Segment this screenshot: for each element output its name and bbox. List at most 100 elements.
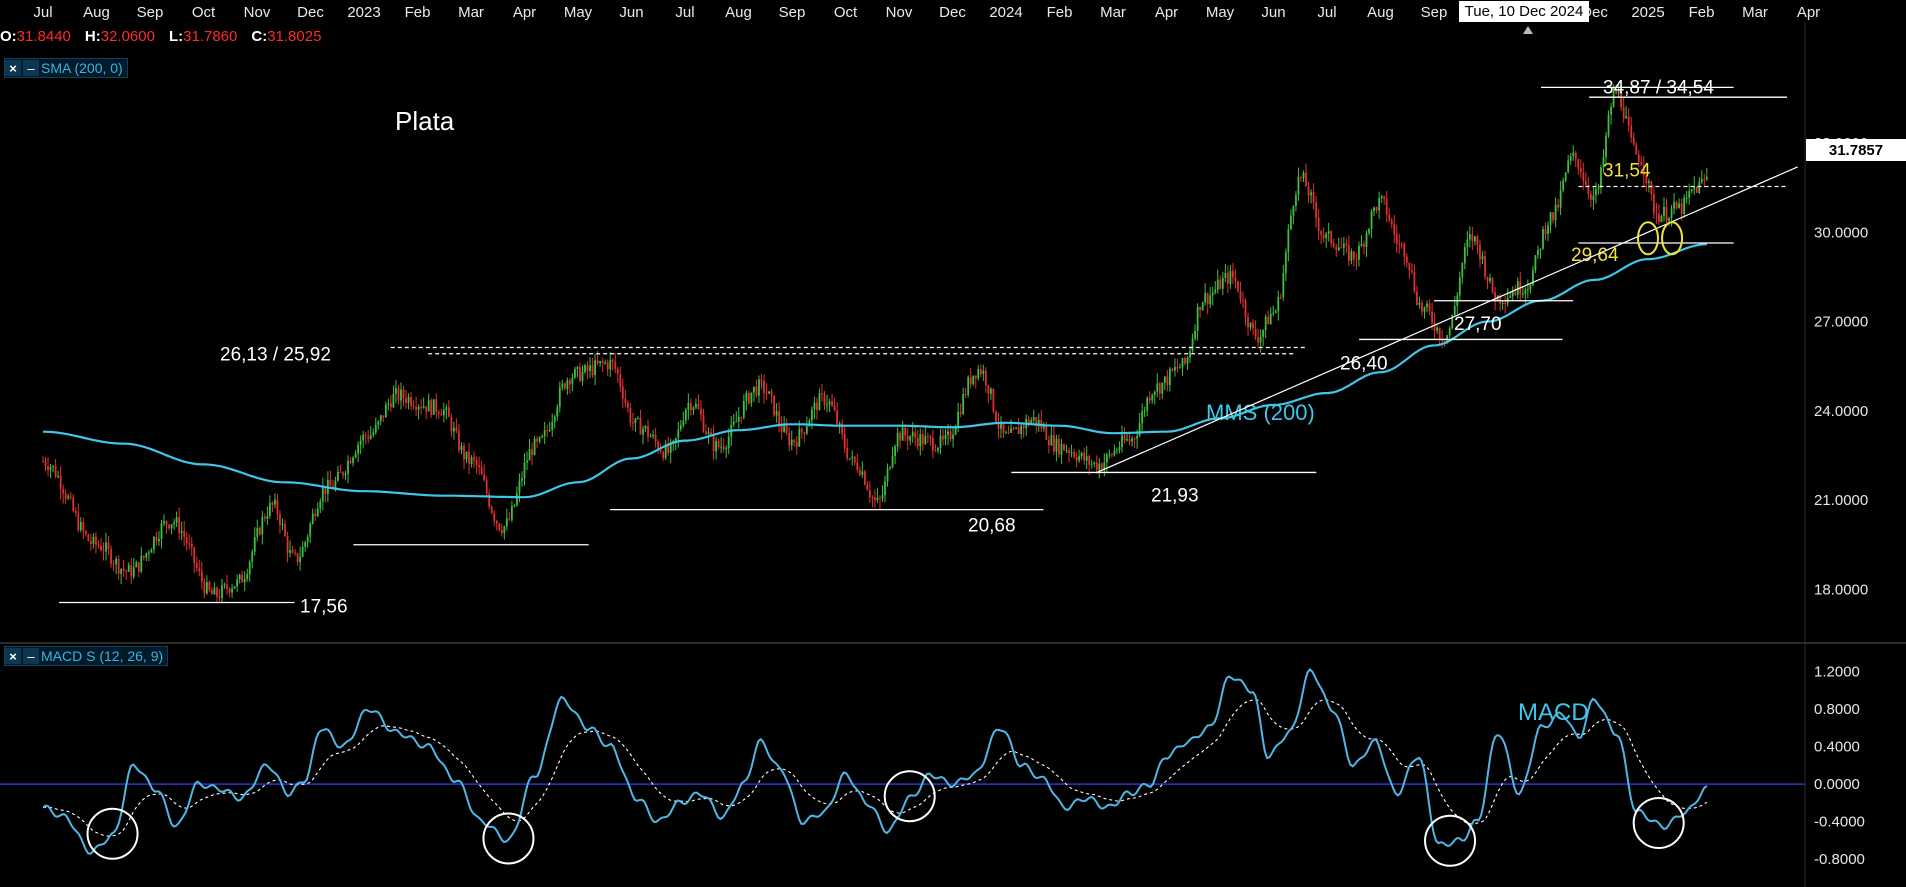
candle-body: [621, 386, 624, 399]
candle-body: [112, 564, 115, 566]
x-tick-label: May: [1206, 4, 1235, 21]
candle-body: [1179, 367, 1181, 369]
candle-body: [1514, 292, 1517, 295]
candle-body: [992, 388, 995, 412]
candle-body: [1448, 328, 1451, 336]
candle-body: [170, 524, 173, 529]
candle-body: [243, 578, 246, 583]
candle-body: [626, 402, 629, 408]
sma-indicator-label[interactable]: SMA (200, 0): [41, 60, 123, 76]
minimize-icon[interactable]: –: [23, 648, 39, 664]
candle-body: [1060, 444, 1063, 455]
candle-body: [1206, 293, 1209, 305]
candle-body: [944, 434, 947, 440]
x-tick-label: Sep: [1421, 4, 1448, 21]
candle-body: [654, 434, 657, 442]
candle-body: [226, 584, 228, 589]
candle-body: [1342, 243, 1345, 248]
candle-body: [344, 473, 347, 476]
macd-indicator-tag[interactable]: × – MACD S (12, 26, 9): [4, 646, 169, 666]
candle-body: [921, 434, 924, 445]
candle-body: [241, 574, 244, 583]
candle-body: [1660, 215, 1663, 222]
candle-body: [805, 426, 808, 434]
candle-body: [1262, 330, 1265, 337]
candle-body: [147, 552, 150, 554]
candle-body: [1113, 450, 1116, 456]
candle-body: [1564, 172, 1567, 181]
candle-body: [649, 436, 652, 438]
candle-body: [468, 451, 470, 464]
candle-body: [614, 361, 617, 369]
candle-body: [435, 399, 438, 413]
candle-body: [866, 484, 869, 491]
candle-body: [223, 584, 226, 586]
macd-layer: MACD: [0, 668, 1805, 867]
candle-body: [1395, 234, 1398, 244]
candle-body: [1332, 243, 1335, 247]
candle-body: [193, 547, 196, 564]
candle-body: [483, 474, 486, 481]
candle-body: [1655, 212, 1658, 214]
x-tick-label: Oct: [192, 4, 216, 21]
candle-body: [1012, 428, 1015, 430]
candle-body: [836, 410, 839, 425]
candle-body: [77, 513, 80, 531]
candle-body: [1620, 90, 1623, 108]
candle-body: [974, 375, 977, 379]
candle-body: [1095, 462, 1098, 471]
annotations-layer: Plata MMS (200) 17,56 20,68 21,93 26,40 27,70 2…: [59, 77, 1799, 618]
candle-body: [1226, 272, 1229, 284]
candle-body: [1658, 213, 1660, 222]
minimize-icon[interactable]: –: [23, 60, 39, 76]
candle-body: [1289, 215, 1292, 230]
candle-body: [1103, 462, 1106, 470]
candle-body: [1136, 435, 1139, 439]
candle-body: [1196, 306, 1199, 331]
candle-body: [1204, 293, 1207, 303]
candle-body: [546, 430, 549, 432]
candle-body: [185, 536, 188, 544]
candle-body: [1630, 125, 1633, 138]
candle-body: [1337, 247, 1340, 251]
candle-body: [100, 545, 102, 551]
candle-body: [1345, 243, 1348, 246]
close-icon[interactable]: ×: [5, 648, 21, 664]
candle-body: [594, 360, 596, 376]
candle-body: [1254, 328, 1257, 338]
candle-body: [589, 365, 591, 371]
candle-body: [1433, 322, 1436, 331]
time-axis-strip: [0, 0, 1906, 22]
sma-indicator-tag[interactable]: × – SMA (200, 0): [4, 58, 128, 78]
candle-body: [707, 432, 710, 435]
macd-line: [42, 668, 1708, 855]
low-value: 31.7860: [183, 28, 238, 45]
high-label: H:: [84, 28, 101, 45]
candle-body: [926, 436, 929, 438]
candle-body: [498, 523, 501, 530]
candle-body: [843, 433, 846, 448]
candle-body: [1171, 368, 1174, 371]
macd-tick-label: 0.4000: [1814, 739, 1860, 756]
candle-body: [1020, 425, 1023, 435]
candle-body: [251, 551, 254, 562]
candle-body: [679, 425, 682, 430]
candle-body: [465, 451, 468, 460]
candle-body: [1524, 289, 1527, 294]
candle-body: [1673, 202, 1675, 209]
x-tick-label: 2024: [989, 4, 1022, 21]
candle-body: [1612, 90, 1615, 107]
candle-body: [1489, 277, 1491, 282]
candle-body: [790, 439, 793, 446]
candle-body: [1141, 411, 1144, 424]
candle-body: [485, 480, 488, 494]
candle-body: [238, 574, 241, 580]
macd-axis[interactable]: 1.2000 0.8000 0.4000 0.0000 -0.4000 -0.8000: [1814, 663, 1865, 868]
macd-indicator-label[interactable]: MACD S (12, 26, 9): [41, 648, 164, 664]
candle-body: [889, 467, 891, 469]
candle-body: [1274, 311, 1277, 313]
candle-body: [541, 435, 544, 438]
close-icon[interactable]: ×: [5, 60, 21, 76]
candle-body: [1249, 322, 1252, 328]
